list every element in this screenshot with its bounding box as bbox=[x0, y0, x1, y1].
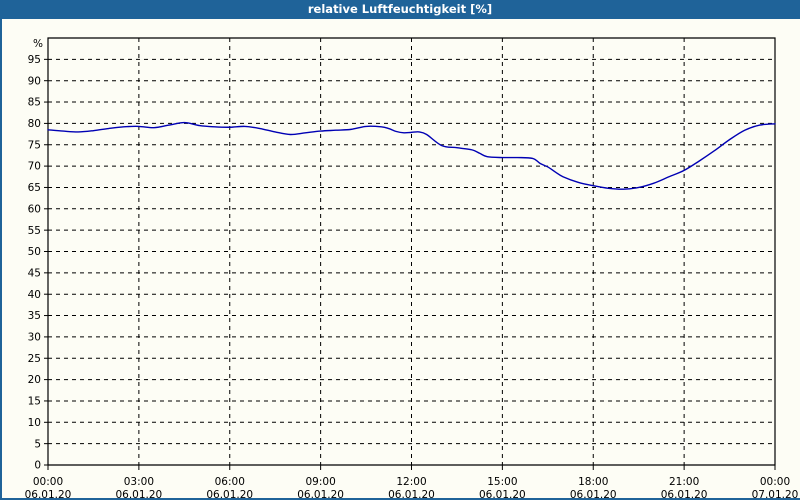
x-tick-time-label: 03:00 bbox=[124, 476, 154, 488]
x-tick-date-label: 06.01.20 bbox=[115, 489, 162, 498]
chart-canvas: 95 90 85 80 75 70 65 60 55 50 45 40 35 30 25 20 15 10 5 0 0… bbox=[2, 19, 800, 498]
axis-frame bbox=[44, 37, 776, 470]
y-tick-label: 45 bbox=[28, 267, 41, 279]
humidity-series-line bbox=[47, 121, 776, 190]
y-tick-label: 85 bbox=[28, 97, 41, 109]
y-tick-label: 60 bbox=[28, 203, 41, 215]
y-axis-unit-label: % bbox=[33, 38, 43, 50]
x-tick-date-label: 06.01.20 bbox=[661, 489, 708, 498]
y-tick-label: 80 bbox=[28, 118, 41, 130]
x-tick-time-label: 00:00 bbox=[33, 476, 63, 488]
gridlines bbox=[48, 58, 775, 445]
y-tick-label: 55 bbox=[28, 225, 41, 237]
x-tick-date-label: 06.01.20 bbox=[25, 489, 72, 498]
y-tick-label: 50 bbox=[28, 246, 41, 258]
y-tick-label: 15 bbox=[28, 396, 41, 408]
x-tick-date-label: 06.01.20 bbox=[206, 489, 253, 498]
y-tick-label: 0 bbox=[34, 460, 41, 472]
y-tick-label: 5 bbox=[34, 438, 41, 450]
x-tick-date-label: 06.01.20 bbox=[570, 489, 617, 498]
x-tick-time-label: 15:00 bbox=[487, 476, 517, 488]
x-tick-date-label: 07.01.20 bbox=[752, 489, 799, 498]
x-tick-time-label: 06:00 bbox=[215, 476, 245, 488]
y-tick-label: 90 bbox=[28, 75, 41, 87]
x-tick-time-label: 18:00 bbox=[578, 476, 608, 488]
y-tick-label: 10 bbox=[28, 417, 41, 429]
vertical-gridlines bbox=[138, 38, 685, 465]
window-title: relative Luftfeuchtigkeit [%] bbox=[0, 0, 800, 19]
plot-border bbox=[47, 37, 776, 466]
y-tick-label: 30 bbox=[28, 332, 41, 344]
y-tick-label: 70 bbox=[28, 161, 41, 173]
x-tick-time-label: 00:00 bbox=[760, 476, 790, 488]
y-tick-label: 25 bbox=[28, 353, 41, 365]
y-tick-label: 75 bbox=[28, 139, 41, 151]
y-tick-label: 40 bbox=[28, 289, 41, 301]
y-tick-label: 95 bbox=[28, 54, 41, 66]
y-tick-label: 35 bbox=[28, 310, 41, 322]
y-tick-label: 65 bbox=[28, 182, 41, 194]
x-tick-date-label: 06.01.20 bbox=[479, 489, 526, 498]
x-tick-time-label: 09:00 bbox=[305, 476, 335, 488]
x-axis-labels: 00:0006.01.2003:0006.01.2006:0006.01.200… bbox=[25, 476, 799, 498]
x-tick-time-label: 12:00 bbox=[396, 476, 426, 488]
x-tick-time-label: 21:00 bbox=[669, 476, 699, 488]
x-tick-date-label: 06.01.20 bbox=[297, 489, 344, 498]
y-tick-label: 20 bbox=[28, 374, 41, 386]
x-tick-date-label: 06.01.20 bbox=[388, 489, 435, 498]
